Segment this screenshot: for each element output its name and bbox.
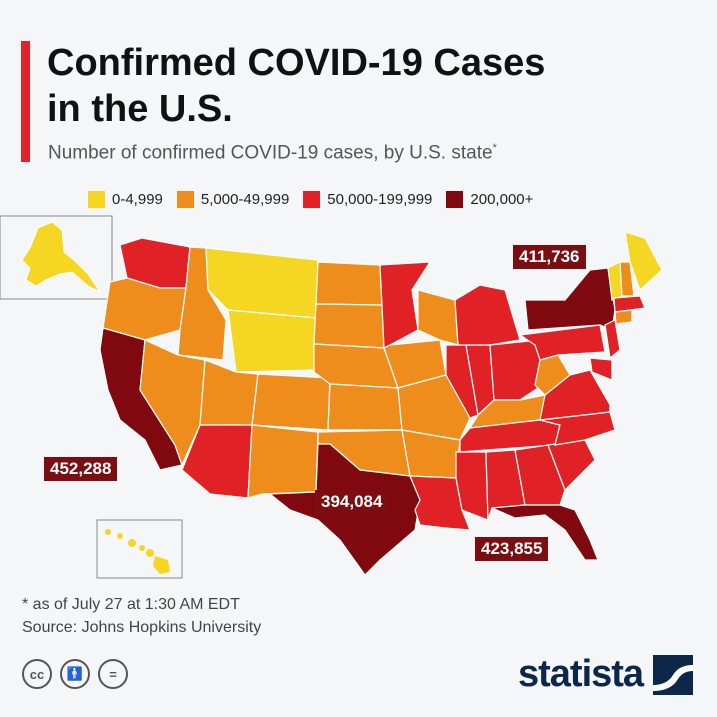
source: Source: Johns Hopkins University xyxy=(22,619,262,636)
state-wyoming xyxy=(227,309,317,373)
legend-label-1: 5,000-49,999 xyxy=(200,191,290,208)
nd-icon[interactable]: = xyxy=(98,659,128,689)
subtitle-text: Number of confirmed COVID-19 cases, by U… xyxy=(48,142,493,164)
state-florida xyxy=(491,504,599,561)
page-title: Confirmed COVID-19 Cases in the U.S. xyxy=(47,40,545,132)
legend-label-3: 200,000+ xyxy=(470,191,534,208)
state-minnesota xyxy=(379,261,432,349)
legend-item-1: 5,000-49,999 xyxy=(176,191,290,208)
footnote: * as of July 27 at 1:30 AM EDT xyxy=(22,596,240,613)
legend-item-0: 0-4,999 xyxy=(88,191,163,208)
state-iowa xyxy=(383,339,447,389)
state-hawaii xyxy=(105,529,170,574)
title-line-2: in the U.S. xyxy=(47,88,233,130)
state-new-york xyxy=(524,267,616,331)
by-icon[interactable]: 🚹 xyxy=(60,659,90,689)
state-michigan xyxy=(454,284,521,346)
state-mississippi xyxy=(455,451,489,521)
brand-logo[interactable]: statista xyxy=(518,653,694,696)
state-new-mexico xyxy=(247,424,319,499)
state-north-dakota xyxy=(315,261,383,306)
state-kansas xyxy=(327,383,403,431)
footnote-block: * as of July 27 at 1:30 AM EDT Source: J… xyxy=(22,593,261,639)
cc-icon[interactable]: cc xyxy=(22,659,52,689)
state-arizona xyxy=(181,424,253,499)
state-new-jersey xyxy=(604,319,621,360)
state-maine xyxy=(624,231,663,292)
callout-california: 452,288 xyxy=(44,457,118,481)
state-montana xyxy=(205,247,319,319)
us-map xyxy=(0,215,663,579)
state-georgia xyxy=(514,444,566,506)
statista-logo-icon xyxy=(653,654,694,695)
legend-item-2: 50,000-199,999 xyxy=(303,191,432,208)
legend-swatch-3 xyxy=(446,191,464,208)
legend-label-2: 50,000-199,999 xyxy=(327,191,433,208)
subtitle-footnote-mark: * xyxy=(492,142,497,154)
title-line-1: Confirmed COVID-19 Cases xyxy=(47,42,546,84)
legend-swatch-1 xyxy=(176,191,194,208)
subtitle: Number of confirmed COVID-19 cases, by U… xyxy=(48,142,497,164)
legend-swatch-2 xyxy=(303,191,321,208)
state-colorado xyxy=(251,373,331,431)
license-icons: cc 🚹 = xyxy=(22,659,128,689)
state-missouri xyxy=(397,374,471,441)
accent-bar xyxy=(21,41,30,162)
state-wisconsin xyxy=(417,289,459,346)
callout-texas: 394,084 xyxy=(315,490,389,514)
legend-swatch-0 xyxy=(88,191,105,208)
brand-name: statista xyxy=(518,653,644,695)
state-connecticut xyxy=(614,309,633,325)
state-nevada xyxy=(139,339,206,467)
state-massachusetts xyxy=(613,295,646,313)
state-south-dakota xyxy=(313,303,385,349)
legend: 0-4,999 5,000-49,999 50,000-199,999 200,… xyxy=(88,191,533,208)
state-alaska xyxy=(21,221,102,294)
legend-item-3: 200,000+ xyxy=(446,191,533,208)
state-maryland xyxy=(589,357,613,381)
callout-florida: 423,855 xyxy=(475,537,549,561)
callout-new-york: 411,736 xyxy=(513,245,586,269)
legend-label-0: 0-4,999 xyxy=(112,191,163,208)
